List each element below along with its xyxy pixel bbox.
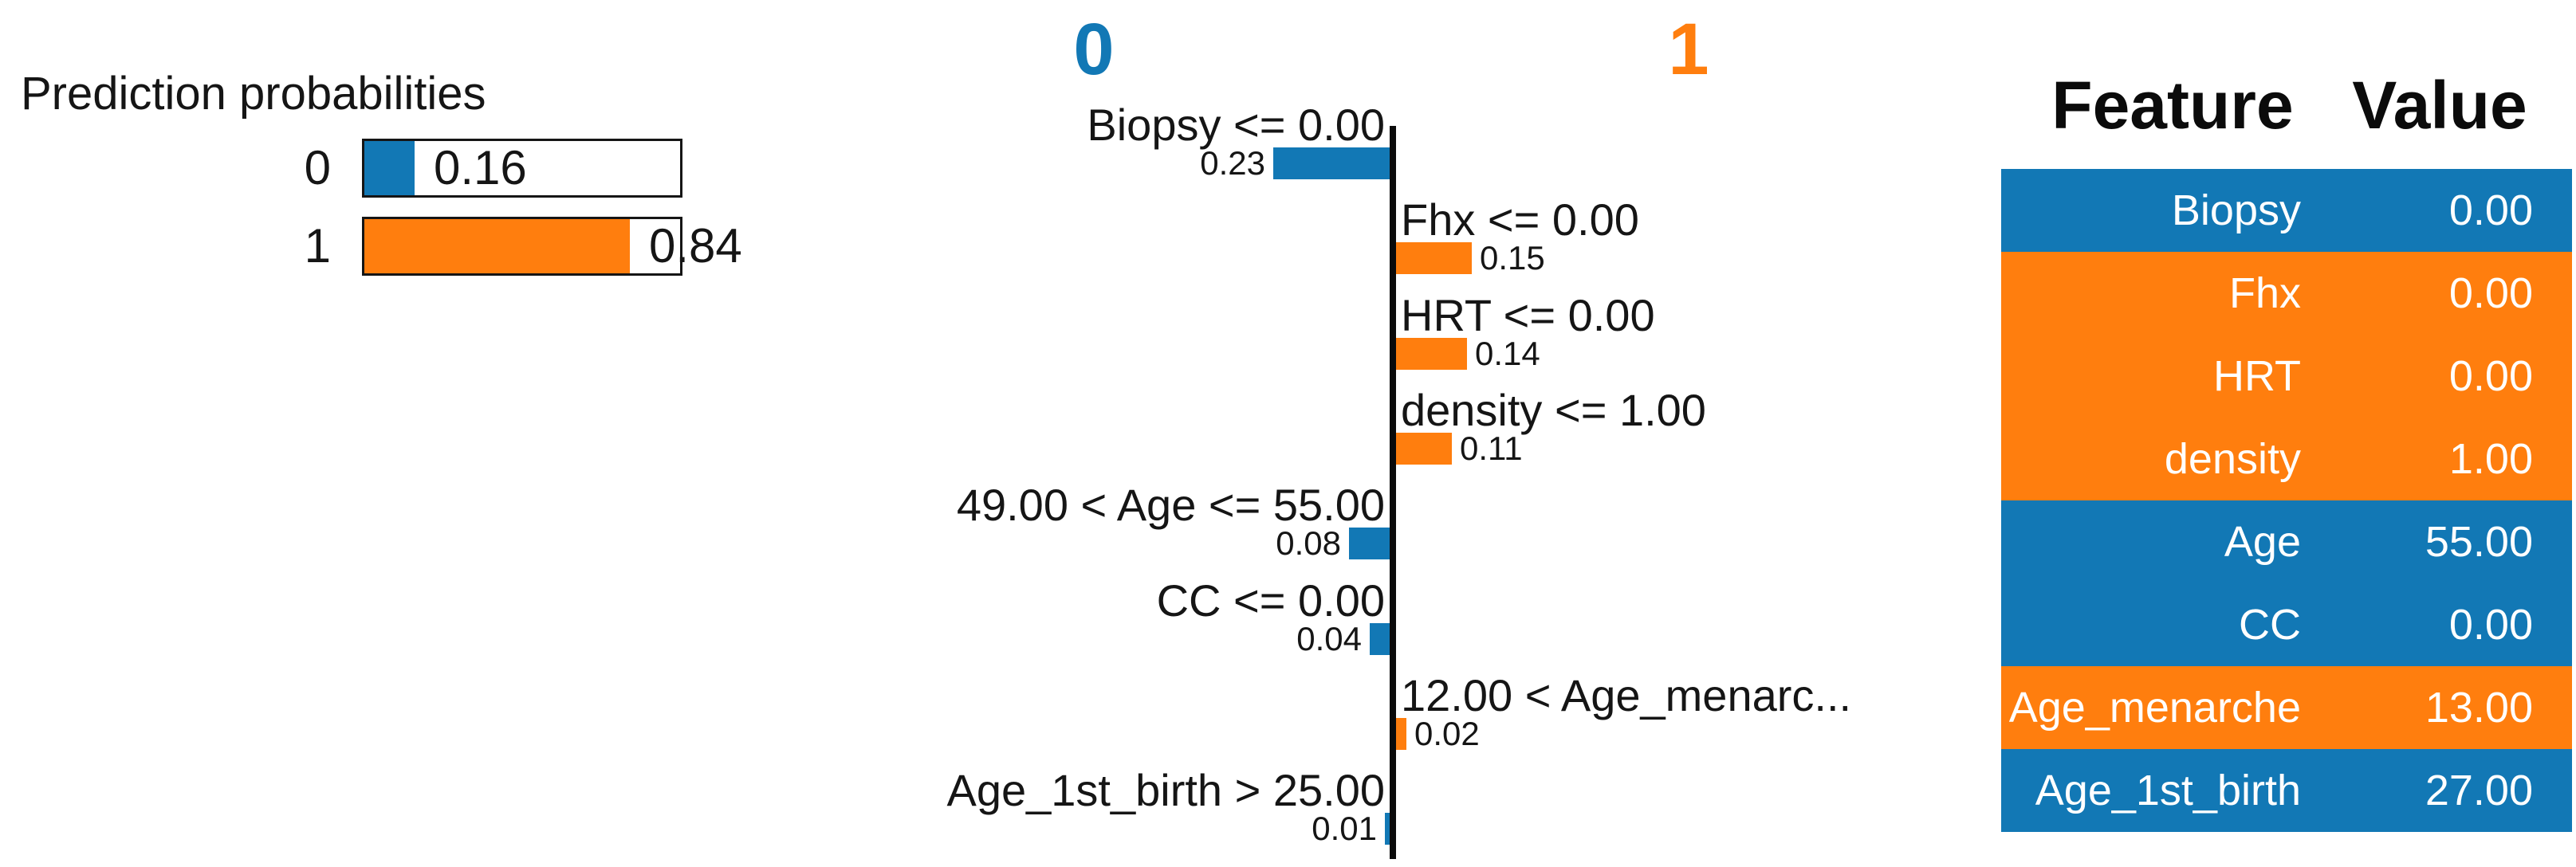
value-cell: 27.00 bbox=[2425, 767, 2533, 814]
feature-cell: density bbox=[2164, 435, 2301, 483]
contribution-bar bbox=[1396, 338, 1467, 370]
value-cell: 1.00 bbox=[2448, 435, 2533, 483]
value-cell: 0.00 bbox=[2448, 269, 2533, 317]
probability-fill bbox=[364, 141, 415, 195]
feature-condition-label: Biopsy <= 0.00 bbox=[1087, 100, 1385, 150]
class-0-label: 0 bbox=[1073, 9, 1115, 90]
probability-bar: 0.16 bbox=[362, 139, 682, 198]
table-row: Age_menarche 13.00 bbox=[2001, 666, 2572, 749]
table-row: HRT 0.00 bbox=[2001, 335, 2572, 418]
value-column-header: Value bbox=[2352, 68, 2527, 143]
prediction-row-label: 1 bbox=[304, 219, 331, 273]
contribution-value: 0.14 bbox=[1475, 335, 1540, 372]
probability-fill bbox=[364, 219, 630, 273]
contribution-value: 0.04 bbox=[1296, 620, 1362, 657]
value-cell: 13.00 bbox=[2425, 684, 2533, 732]
feature-column-header: Feature bbox=[2051, 68, 2294, 143]
table-row: Age_1st_birth 27.00 bbox=[2001, 749, 2572, 832]
feature-condition-label: Age_1st_birth > 25.00 bbox=[946, 765, 1385, 815]
value-cell: 55.00 bbox=[2425, 518, 2533, 566]
feature-condition-label: 12.00 < Age_menarc... bbox=[1401, 670, 1852, 720]
feature-cell: Age_menarche bbox=[2008, 684, 2301, 732]
probability-value: 0.84 bbox=[649, 219, 742, 273]
feature-condition-label: Fhx <= 0.00 bbox=[1401, 194, 1639, 245]
feature-cell: Age bbox=[2224, 518, 2301, 566]
feature-cell: Biopsy bbox=[2171, 186, 2301, 234]
center-axis-line bbox=[1390, 126, 1396, 859]
value-cell: 0.00 bbox=[2448, 601, 2533, 649]
contribution-value: 0.23 bbox=[1200, 144, 1265, 182]
table-row: Biopsy 0.00 bbox=[2001, 169, 2572, 252]
value-cell: 0.00 bbox=[2448, 352, 2533, 400]
prediction-probabilities-title: Prediction probabilities bbox=[21, 68, 486, 120]
table-body: Biopsy 0.00 Fhx 0.00 HRT 0.00 density 1.00 Age 55… bbox=[2001, 169, 2572, 832]
feature-cell: Fhx bbox=[2228, 269, 2301, 317]
contribution-value: 0.02 bbox=[1414, 715, 1480, 752]
contribution-value: 0.08 bbox=[1276, 524, 1341, 562]
contribution-value: 0.01 bbox=[1312, 810, 1377, 847]
feature-condition-label: CC <= 0.00 bbox=[1156, 575, 1385, 626]
contribution-bar bbox=[1273, 147, 1390, 179]
contribution-bar bbox=[1370, 623, 1390, 655]
contribution-value: 0.15 bbox=[1480, 239, 1545, 277]
contribution-bar bbox=[1396, 718, 1406, 750]
table-row: CC 0.00 bbox=[2001, 583, 2572, 666]
contribution-bar bbox=[1396, 242, 1472, 274]
feature-condition-label: density <= 1.00 bbox=[1401, 385, 1706, 435]
contribution-bar bbox=[1349, 528, 1390, 559]
value-cell: 0.00 bbox=[2448, 186, 2533, 234]
table-row: density 1.00 bbox=[2001, 418, 2572, 500]
contribution-value: 0.11 bbox=[1460, 430, 1523, 467]
feature-condition-label: 49.00 < Age <= 55.00 bbox=[956, 480, 1385, 530]
probability-bar: 0.84 bbox=[362, 217, 742, 276]
feature-cell: Age_1st_birth bbox=[2035, 767, 2301, 814]
prediction-row-label: 0 bbox=[304, 141, 331, 194]
contribution-bar bbox=[1396, 433, 1452, 465]
contribution-bar bbox=[1385, 813, 1390, 845]
feature-condition-label: HRT <= 0.00 bbox=[1401, 290, 1655, 340]
feature-cell: CC bbox=[2239, 601, 2301, 649]
table-row: Age 55.00 bbox=[2001, 500, 2572, 583]
class-1-label: 1 bbox=[1668, 9, 1709, 90]
table-row: Fhx 0.00 bbox=[2001, 252, 2572, 335]
feature-cell: HRT bbox=[2212, 352, 2301, 400]
probability-value: 0.16 bbox=[434, 141, 527, 194]
